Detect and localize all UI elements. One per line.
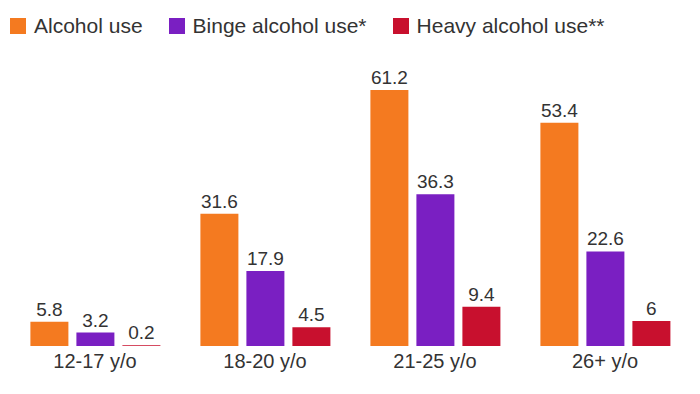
html-text:Heavy alcohol use**: Heavy alcohol use** <box>416 14 605 37</box>
svg-text:36.3: 36.3 <box>417 171 454 192</box>
svg-text:6: 6 <box>646 298 657 319</box>
svg-text:53.4: 53.4 <box>541 100 578 121</box>
svg-text:0.2: 0.2 <box>128 322 154 343</box>
svg-text:3.2: 3.2 <box>82 310 108 331</box>
svg-text:12-17 y/o: 12-17 y/o <box>53 350 136 372</box>
svg-text:9.4: 9.4 <box>468 284 495 305</box>
svg-text:31.6: 31.6 <box>201 191 238 212</box>
svg-text:22.6: 22.6 <box>587 228 624 249</box>
svg-text:21-25 y/o: 21-25 y/o <box>393 350 476 372</box>
svg-text:18-20 y/o: 18-20 y/o <box>223 350 306 372</box>
html-text:Alcohol use: Alcohol use <box>34 14 143 37</box>
svg-text:26+ y/o: 26+ y/o <box>572 350 638 372</box>
svg-text:4.5: 4.5 <box>298 304 324 325</box>
svg-text:5.8: 5.8 <box>36 299 62 320</box>
svg-text:17.9: 17.9 <box>247 248 284 269</box>
html-text:Binge alcohol use*: Binge alcohol use* <box>192 14 367 37</box>
svg-text:61.2: 61.2 <box>371 67 408 88</box>
